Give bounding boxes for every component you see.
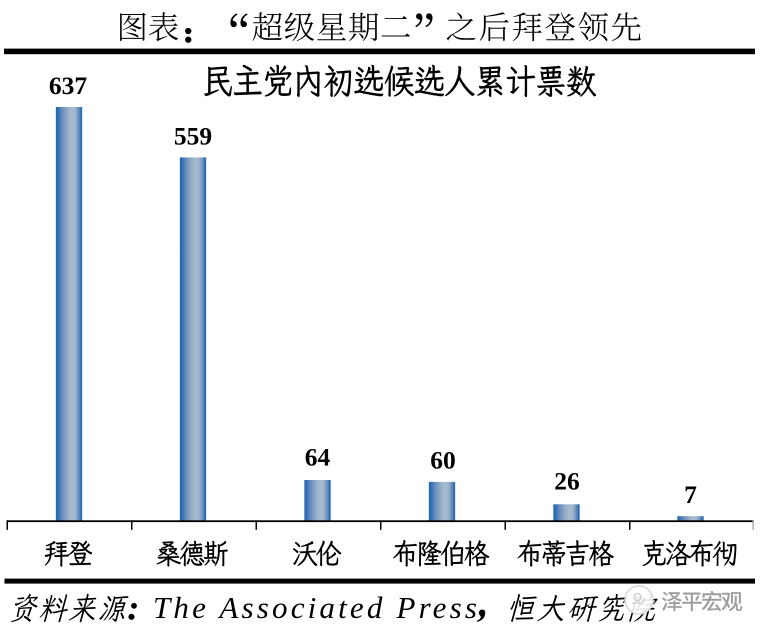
svg-text:64: 64	[305, 442, 331, 471]
svg-text:The Associated Press: The Associated Press	[153, 590, 480, 625]
svg-text:60: 60	[430, 445, 456, 474]
svg-text:26: 26	[554, 467, 580, 496]
svg-text:637: 637	[49, 71, 88, 100]
svg-text:559: 559	[174, 122, 212, 151]
svg-text:7: 7	[684, 480, 697, 509]
